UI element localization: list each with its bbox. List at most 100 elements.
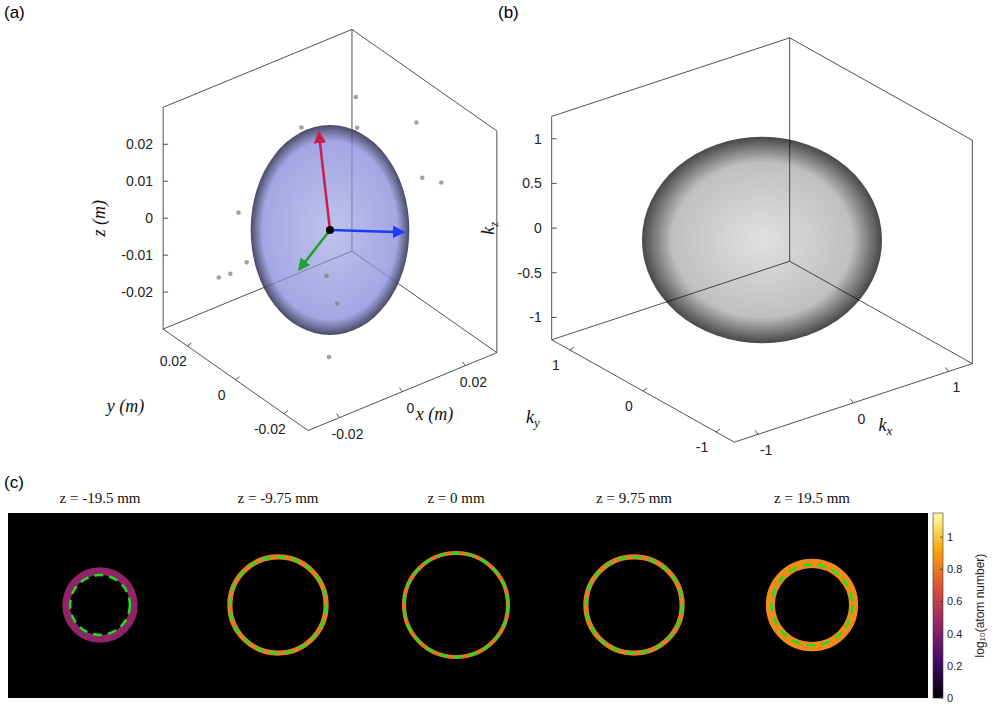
tick-mark bbox=[462, 362, 465, 366]
panel-letter: (c) bbox=[4, 473, 24, 492]
panel-letter: (b) bbox=[498, 3, 519, 22]
tick-mark bbox=[284, 411, 288, 414]
point bbox=[216, 275, 221, 280]
ring bbox=[770, 563, 853, 646]
point bbox=[324, 274, 329, 279]
tick-mark bbox=[552, 138, 557, 139]
principal-axis bbox=[319, 133, 330, 230]
tick-mark bbox=[552, 183, 557, 184]
box-edge bbox=[552, 340, 735, 442]
ellipsoid bbox=[251, 125, 410, 335]
tick-label: 0 bbox=[534, 220, 542, 236]
panel-letter: (a) bbox=[4, 3, 25, 22]
tick-label: 1 bbox=[552, 357, 560, 373]
box-edge bbox=[308, 353, 497, 431]
axis-title: x (m) bbox=[415, 404, 453, 425]
tick-label: 0.02 bbox=[460, 374, 487, 390]
axis-title: kx bbox=[878, 415, 892, 438]
box-edge bbox=[163, 329, 308, 431]
point bbox=[299, 125, 304, 130]
tick-label: -0.02 bbox=[254, 421, 286, 437]
tick-label: 0 bbox=[407, 400, 415, 416]
box-edge bbox=[163, 29, 352, 107]
points bbox=[216, 95, 443, 360]
colorbar-tick-label: 0.6 bbox=[947, 595, 962, 607]
colorbar-tick bbox=[940, 537, 943, 538]
tick-mark bbox=[163, 292, 168, 293]
tick-label: 0.5 bbox=[522, 175, 542, 191]
point bbox=[355, 126, 360, 131]
ring-label: z = -19.5 mm bbox=[60, 490, 141, 506]
ring bbox=[404, 553, 508, 657]
principal-axis bbox=[299, 230, 330, 269]
colorbar-tick-label: 0.4 bbox=[947, 628, 962, 640]
ring-fit bbox=[772, 565, 853, 646]
ring-fit bbox=[230, 557, 326, 653]
box-edge bbox=[552, 38, 790, 117]
ring-label: z = 9.75 mm bbox=[596, 490, 672, 506]
colorbar-label: log₁₀(atom number) bbox=[973, 554, 987, 658]
tick-label: -0.5 bbox=[518, 265, 542, 281]
point bbox=[327, 355, 332, 360]
point bbox=[335, 301, 340, 306]
point bbox=[228, 272, 233, 277]
tick-mark bbox=[399, 388, 402, 392]
tick-mark bbox=[643, 388, 647, 391]
axis-title-sub: y bbox=[532, 415, 540, 430]
box-edge bbox=[790, 38, 973, 140]
colorbar-tick bbox=[940, 601, 943, 602]
tick-label: 0 bbox=[145, 210, 153, 226]
ring-label: z = 0 mm bbox=[427, 490, 485, 506]
ring-fit bbox=[70, 575, 130, 635]
colorbar-tick bbox=[940, 698, 943, 699]
axis-title: y (m) bbox=[105, 396, 144, 417]
tick-label: 0.02 bbox=[160, 353, 187, 369]
colorbar-tick-label: 0 bbox=[947, 692, 953, 704]
tick-mark bbox=[850, 399, 853, 403]
ring bbox=[586, 557, 682, 653]
tick-label: 0 bbox=[857, 411, 865, 427]
point bbox=[414, 120, 419, 125]
box-edge bbox=[496, 131, 497, 353]
tick-mark bbox=[187, 343, 191, 346]
tick-mark bbox=[163, 255, 168, 256]
tick-mark bbox=[552, 317, 557, 318]
point bbox=[420, 176, 425, 181]
axis-title-sub: z bbox=[486, 222, 501, 228]
tick-label: 0 bbox=[625, 398, 633, 414]
tick-mark bbox=[163, 181, 168, 182]
ring-label: z = 19.5 mm bbox=[774, 490, 850, 506]
point bbox=[439, 180, 444, 185]
tick-mark bbox=[236, 377, 240, 380]
tick-mark bbox=[570, 347, 574, 350]
axes-box bbox=[163, 29, 497, 430]
tick-label: -1 bbox=[529, 309, 542, 325]
ring bbox=[230, 557, 326, 653]
ring-fit bbox=[404, 553, 508, 657]
ring bbox=[66, 571, 134, 639]
tick-mark bbox=[337, 414, 340, 418]
tick-label: 1 bbox=[953, 379, 961, 395]
tick-label: -0.02 bbox=[121, 284, 153, 300]
tick-label: -1 bbox=[760, 442, 773, 458]
colorbar-tick-label: 1 bbox=[947, 531, 953, 543]
axis-title-sub: x bbox=[885, 423, 892, 438]
colorbar bbox=[933, 513, 943, 698]
tick-mark bbox=[163, 144, 168, 145]
colorbar-tick-label: 0.2 bbox=[947, 660, 962, 672]
tick-label: 1 bbox=[534, 131, 542, 147]
ring-label: z = -9.75 mm bbox=[238, 490, 319, 506]
tick-mark bbox=[163, 218, 168, 219]
tick-label: -0.01 bbox=[121, 247, 153, 263]
colorbar-tick bbox=[940, 665, 943, 666]
axis-title: z (m) bbox=[89, 200, 110, 238]
point bbox=[353, 95, 358, 100]
tick-label: 0.02 bbox=[126, 136, 153, 152]
axis-title: ky bbox=[526, 407, 540, 430]
colorbar-tick bbox=[940, 633, 943, 634]
tick-mark bbox=[755, 430, 758, 434]
tick-mark bbox=[552, 272, 557, 273]
tick-label: 0 bbox=[218, 387, 226, 403]
sphere bbox=[642, 137, 882, 343]
axes-box bbox=[552, 38, 973, 442]
